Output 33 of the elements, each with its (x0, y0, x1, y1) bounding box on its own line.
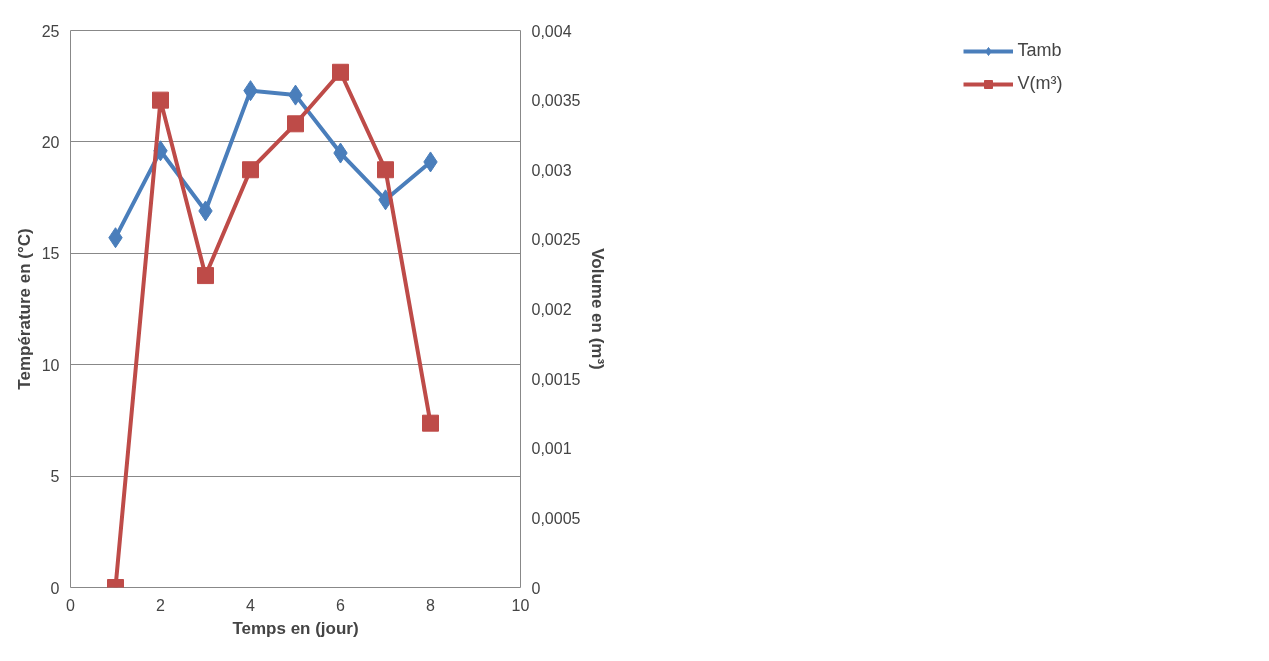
y2-tick-label: 0,0025 (531, 231, 581, 249)
point (197, 267, 214, 285)
y-axis-title: Température en (°C) (14, 228, 34, 390)
y2-tick-label: 0,0005 (531, 509, 581, 527)
y2-tick-label: 0,004 (531, 22, 572, 40)
y-tick-label: 0 (50, 579, 60, 597)
y-tick-label: 15 (41, 245, 60, 263)
y2-tick-label: 0,0015 (531, 370, 581, 388)
point (332, 63, 349, 81)
point (377, 161, 394, 179)
x-tick-label: 6 (336, 596, 346, 614)
x-tick-label: 8 (426, 596, 436, 614)
y2-tick-label: 0,002 (531, 301, 572, 318)
x-axis-title: Temps en (jour) (232, 618, 359, 638)
x-tick-label: 2 (156, 596, 166, 614)
x-tick-label: 4 (246, 596, 256, 614)
y2-axis-title: Volume en (m³) (588, 248, 608, 370)
y2-tick-label: 0,001 (531, 440, 572, 458)
point (242, 161, 259, 179)
x-tick-label: 10 (511, 596, 530, 614)
y-tick-label: 5 (50, 468, 60, 486)
y-tick-label: 10 (41, 356, 60, 374)
point (152, 91, 169, 109)
x-tick-label: 0 (66, 596, 76, 614)
y2-tick-label: 0 (531, 579, 541, 597)
legend-label: V(m³) (1017, 73, 1063, 94)
legend-label: Tamb (1017, 40, 1062, 61)
point (287, 115, 304, 133)
y-tick-label: 25 (41, 22, 60, 40)
point (422, 414, 439, 432)
y2-tick-label: 0,0035 (531, 92, 581, 110)
y-tick-label: 20 (41, 133, 60, 151)
y2-tick-label: 0,003 (531, 161, 572, 179)
